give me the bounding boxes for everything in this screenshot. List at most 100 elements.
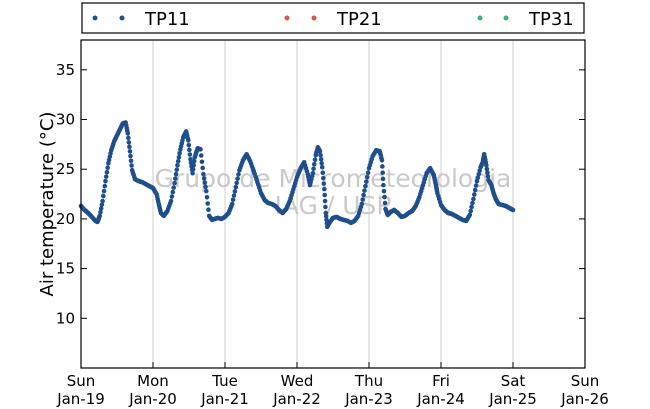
data-point bbox=[364, 179, 369, 184]
data-point bbox=[102, 183, 108, 189]
data-point bbox=[510, 207, 516, 213]
data-point bbox=[484, 166, 490, 172]
data-point bbox=[319, 164, 325, 170]
y-tick-label: 25 bbox=[56, 160, 75, 178]
data-point bbox=[101, 188, 107, 194]
data-point bbox=[103, 174, 109, 179]
watermark: Grupo de Micrometeorologia IAG / USP bbox=[155, 164, 512, 220]
x-tick-label-date: Jan-23 bbox=[344, 390, 393, 408]
legend-item-tp11: TP11 bbox=[92, 9, 190, 30]
data-point bbox=[200, 165, 205, 171]
data-point bbox=[230, 197, 236, 203]
data-point bbox=[380, 170, 385, 175]
data-point bbox=[176, 154, 182, 160]
data-point bbox=[485, 170, 490, 175]
data-point bbox=[317, 149, 323, 154]
plot-frame bbox=[80, 39, 586, 369]
legend-marker-tp31 bbox=[503, 15, 509, 21]
data-point bbox=[99, 202, 105, 208]
data-point bbox=[98, 209, 103, 215]
data-point bbox=[470, 200, 475, 206]
x-tick-label-day: Sat bbox=[501, 372, 526, 390]
data-point bbox=[474, 178, 480, 184]
data-point bbox=[170, 189, 176, 195]
data-point bbox=[101, 193, 106, 199]
legend-marker-tp11 bbox=[119, 15, 125, 21]
data-point bbox=[173, 176, 178, 181]
y-tick-label: 10 bbox=[56, 309, 75, 327]
data-point bbox=[381, 188, 387, 194]
data-point bbox=[364, 174, 370, 180]
data-point bbox=[365, 170, 371, 175]
data-point bbox=[127, 144, 132, 150]
data-point bbox=[234, 180, 239, 186]
data-point bbox=[175, 158, 181, 164]
data-point bbox=[172, 180, 177, 186]
data-point bbox=[201, 176, 207, 181]
legend-label-tp21: TP21 bbox=[336, 9, 382, 30]
data-point bbox=[126, 140, 132, 145]
data-points bbox=[78, 120, 516, 230]
data-point bbox=[363, 183, 368, 189]
data-point bbox=[322, 186, 327, 192]
legend: TP11 TP21 TP31 bbox=[81, 2, 585, 34]
data-point bbox=[187, 147, 192, 153]
data-point bbox=[198, 153, 204, 158]
data-point bbox=[127, 149, 133, 154]
x-tick-label-date: Jan-22 bbox=[272, 390, 321, 408]
data-point bbox=[322, 198, 328, 204]
data-point bbox=[188, 156, 193, 162]
y-tick-label: 30 bbox=[56, 111, 75, 129]
data-point bbox=[310, 170, 316, 176]
watermark-line-1: Grupo de Micrometeorologia bbox=[155, 164, 512, 193]
data-point bbox=[475, 175, 481, 180]
data-point bbox=[320, 170, 326, 175]
x-tick-label-date: Jan-24 bbox=[416, 390, 465, 408]
data-point bbox=[381, 182, 386, 188]
data-point bbox=[186, 142, 192, 148]
data-point bbox=[485, 174, 491, 179]
data-point bbox=[311, 161, 317, 167]
x-tick-label-date: Jan-25 bbox=[488, 390, 537, 408]
x-tick-label-date: Jan-26 bbox=[560, 390, 609, 408]
data-point bbox=[476, 171, 482, 177]
legend-label-tp31: TP31 bbox=[528, 9, 574, 30]
data-point bbox=[323, 210, 329, 216]
data-point bbox=[173, 171, 179, 177]
y-tick-label: 15 bbox=[56, 260, 75, 278]
data-point bbox=[318, 152, 323, 158]
data-point bbox=[359, 201, 365, 207]
data-point bbox=[205, 201, 211, 206]
data-point bbox=[175, 162, 180, 168]
data-point bbox=[191, 158, 197, 164]
legend-marker-tp21 bbox=[284, 15, 290, 21]
data-point bbox=[191, 162, 196, 168]
legend-marker-tp21 bbox=[311, 15, 317, 21]
data-point bbox=[361, 192, 366, 198]
data-point bbox=[231, 193, 237, 198]
data-point bbox=[97, 213, 103, 219]
data-point bbox=[203, 188, 209, 194]
data-point bbox=[323, 204, 328, 210]
x-tick-label-day: Fri bbox=[432, 372, 450, 390]
legend-item-tp21: TP21 bbox=[284, 9, 382, 30]
data-point bbox=[468, 208, 474, 214]
data-point bbox=[169, 194, 175, 199]
data-point bbox=[471, 196, 476, 202]
data-point bbox=[126, 135, 131, 141]
data-point bbox=[201, 171, 206, 177]
y-tick-label: 20 bbox=[56, 210, 75, 228]
data-point bbox=[323, 214, 329, 219]
data-point bbox=[472, 187, 478, 193]
data-point bbox=[235, 176, 240, 181]
data-point bbox=[380, 176, 386, 182]
data-point bbox=[174, 167, 180, 173]
y-axis-title: Air temperature (°C) bbox=[37, 112, 58, 297]
x-tick-label-day: Mon bbox=[137, 372, 169, 390]
data-point bbox=[473, 183, 479, 188]
data-point bbox=[320, 175, 326, 181]
data-point bbox=[467, 212, 473, 218]
data-point bbox=[185, 138, 191, 143]
legend-marker-tp11 bbox=[92, 15, 98, 21]
